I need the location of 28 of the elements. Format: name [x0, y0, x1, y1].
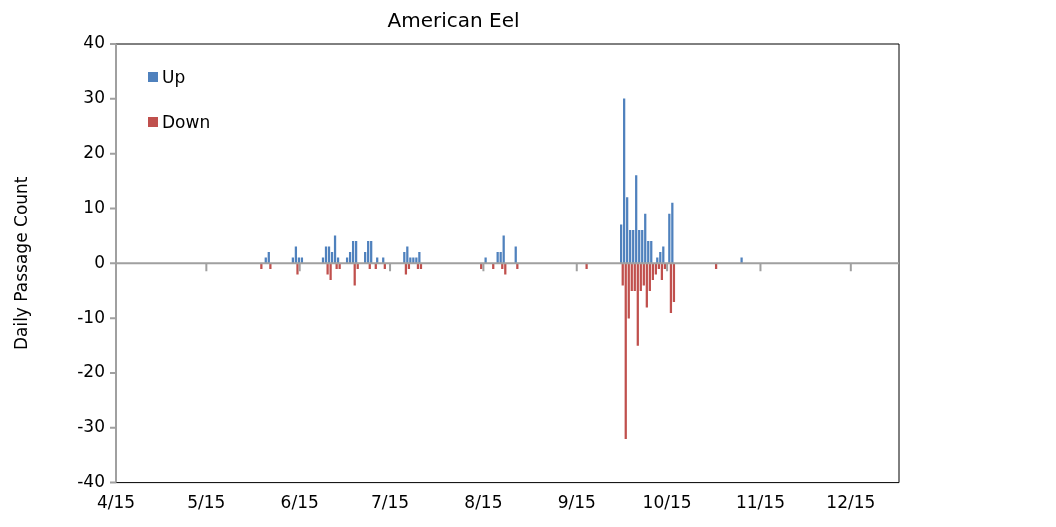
x-tick-label: 11/15 — [735, 492, 785, 513]
chart-title: American Eel — [387, 8, 520, 33]
bar — [585, 262, 588, 270]
y-tick-label: -40 — [77, 471, 105, 492]
bar — [296, 262, 299, 275]
x-tick-label: 12/15 — [826, 492, 876, 513]
y-tick-label: -30 — [77, 416, 105, 437]
x-tick-label: 4/15 — [96, 492, 136, 513]
x-tick-label: 7/15 — [370, 492, 410, 513]
x-tick-label: 9/15 — [557, 492, 596, 513]
x-tick-label: 5/15 — [187, 492, 226, 513]
y-axis-title: Daily Passage Count — [10, 176, 31, 351]
y-tick-label: 0 — [94, 251, 105, 272]
bar — [740, 257, 743, 264]
y-tick-label: 10 — [83, 196, 105, 217]
bar — [484, 257, 487, 264]
y-tick-label: -20 — [77, 361, 105, 382]
x-tick-label: 10/15 — [642, 492, 692, 513]
x-tick-label: 8/15 — [464, 492, 503, 513]
bar — [269, 262, 272, 270]
x-tick-label: 6/15 — [280, 492, 319, 513]
legend-label: Down — [162, 112, 211, 132]
y-tick-label: -10 — [77, 306, 105, 327]
y-tick-label: 20 — [83, 142, 105, 163]
bar — [329, 262, 332, 281]
y-tick-label: 40 — [83, 32, 105, 53]
y-tick-label: 30 — [83, 87, 105, 108]
legend-label: Up — [162, 67, 186, 87]
